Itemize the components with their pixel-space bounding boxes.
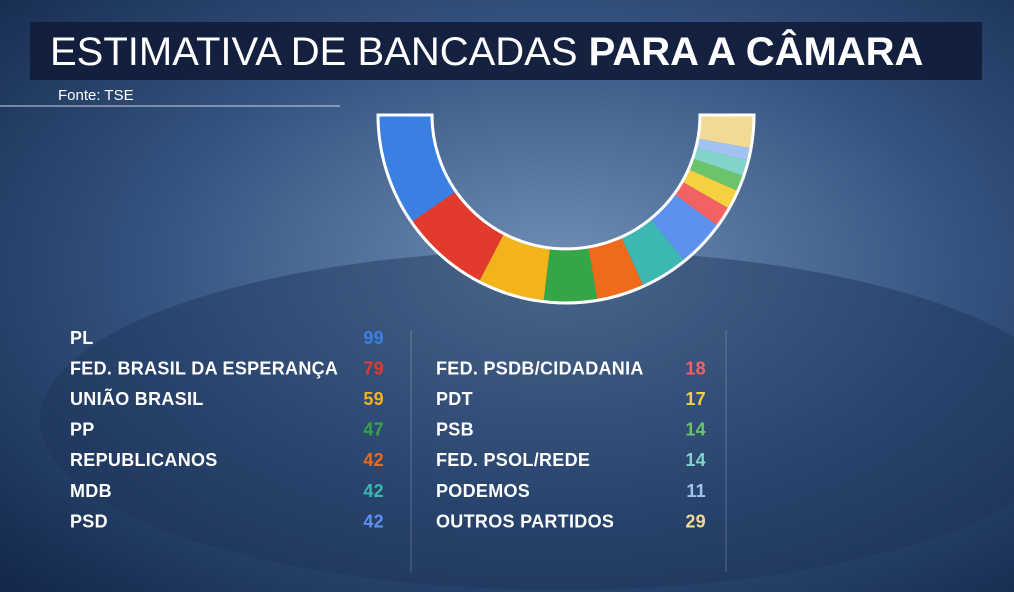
arc xyxy=(376,113,756,305)
seat-count: 17 xyxy=(685,389,706,409)
arc-segment xyxy=(411,191,505,282)
arc-segment xyxy=(674,181,730,226)
title-bold: PARA A CÂMARA xyxy=(589,28,924,74)
party-name: PP xyxy=(70,420,95,440)
arc-segment xyxy=(543,247,598,303)
seat-count: 18 xyxy=(685,358,706,378)
party-name: PL xyxy=(70,328,94,348)
arc-segment xyxy=(692,147,749,177)
arc-segment xyxy=(697,115,754,149)
party-name: PSB xyxy=(436,420,474,440)
party-name: OUTROS PARTIDOS xyxy=(436,511,614,531)
seat-count: 47 xyxy=(363,420,384,440)
seat-count: 11 xyxy=(686,481,706,501)
arc-segment xyxy=(588,237,644,301)
party-name: MDB xyxy=(70,481,112,501)
party-name: REPUBLICANOS xyxy=(70,450,218,470)
party-name: PODEMOS xyxy=(436,481,530,501)
seat-count: 42 xyxy=(363,450,384,470)
party-name: FED. PSOL/REDE xyxy=(436,450,590,470)
list: PL 99 FED. BRASIL DA ESPERANÇA 79 UNIÃO BRAS… xyxy=(70,328,706,532)
arc-segment xyxy=(695,138,752,161)
seat-count: 14 xyxy=(685,450,706,470)
source: Fonte: TSE xyxy=(58,87,134,104)
seat-count: 79 xyxy=(363,358,384,378)
party-name: UNIÃO BRASIL xyxy=(70,388,204,409)
chart-title: ESTIMATIVA DE BANCADAS PARA A CÂMARA xyxy=(50,28,923,74)
arc-segment xyxy=(688,158,744,192)
arc-segment xyxy=(621,218,685,287)
party-name: FED. BRASIL DA ESPERANÇA xyxy=(70,358,338,378)
arc-outline xyxy=(376,113,756,305)
arc-segment xyxy=(479,233,551,302)
party-name: PSD xyxy=(70,511,108,531)
arc-segment xyxy=(682,169,738,209)
title-band xyxy=(30,22,982,80)
chamber-shadow xyxy=(40,250,1014,590)
seat-count: 29 xyxy=(685,511,706,531)
party-name: PDT xyxy=(436,389,473,409)
seat-count: 14 xyxy=(685,420,706,440)
title-regular: ESTIMATIVA DE BANCADAS xyxy=(50,30,578,74)
seat-count: 59 xyxy=(363,389,384,409)
seat-count: 42 xyxy=(363,481,384,501)
seat-count: 42 xyxy=(363,511,384,531)
seat-count: 99 xyxy=(363,328,384,348)
party-name: FED. PSDB/CIDADANIA xyxy=(436,358,644,378)
